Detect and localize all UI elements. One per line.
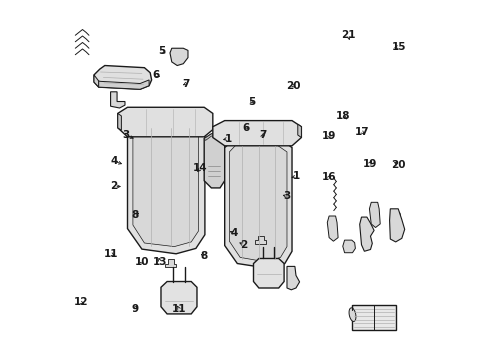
Text: 3: 3 [122,130,129,140]
Text: 19: 19 [362,159,376,169]
Text: 12: 12 [73,297,88,307]
Polygon shape [133,127,198,247]
Text: 8: 8 [200,251,207,261]
Polygon shape [118,107,212,137]
Polygon shape [94,66,151,89]
Polygon shape [118,113,121,130]
Text: 11: 11 [171,304,186,314]
Text: 2: 2 [110,181,118,192]
Circle shape [289,270,295,275]
Polygon shape [286,266,299,290]
Polygon shape [170,48,187,66]
Circle shape [392,211,400,219]
Text: 5: 5 [158,46,165,56]
Text: 11: 11 [103,249,118,259]
Polygon shape [342,240,355,253]
Polygon shape [118,113,204,129]
Polygon shape [110,92,125,108]
Text: 17: 17 [355,127,369,138]
Text: 1: 1 [224,134,231,144]
Polygon shape [99,80,149,89]
Polygon shape [212,121,301,146]
Text: 6: 6 [152,70,160,80]
Polygon shape [204,134,224,188]
Polygon shape [351,305,395,330]
Text: 6: 6 [242,123,249,133]
Text: 8: 8 [131,210,138,220]
Polygon shape [368,202,380,228]
Polygon shape [165,259,176,267]
Text: 10: 10 [134,257,149,267]
Text: 4: 4 [110,156,118,166]
Text: 4: 4 [229,228,237,238]
Text: 2: 2 [240,240,247,250]
Text: 19: 19 [321,131,336,141]
Text: 15: 15 [390,42,405,52]
Text: 7: 7 [259,130,266,140]
Text: 21: 21 [340,30,355,40]
Polygon shape [212,127,300,138]
Text: 16: 16 [321,172,336,182]
Polygon shape [326,216,337,241]
Text: 14: 14 [193,163,207,174]
Polygon shape [127,122,204,254]
Polygon shape [253,258,284,288]
Polygon shape [389,209,404,242]
Polygon shape [224,140,291,268]
Polygon shape [94,75,99,87]
Polygon shape [161,282,197,314]
Polygon shape [204,134,224,140]
Text: 9: 9 [131,304,138,314]
Polygon shape [255,236,265,244]
Polygon shape [359,217,373,251]
Text: 18: 18 [336,111,350,121]
Text: 1: 1 [292,171,300,181]
Polygon shape [297,124,301,138]
Text: 20: 20 [285,81,300,91]
Text: 7: 7 [182,78,189,89]
Text: 13: 13 [152,257,167,267]
Text: 3: 3 [283,191,290,201]
Polygon shape [229,145,286,262]
Polygon shape [348,308,355,321]
Text: 20: 20 [390,160,405,170]
Text: 5: 5 [247,96,255,107]
Polygon shape [127,122,204,131]
